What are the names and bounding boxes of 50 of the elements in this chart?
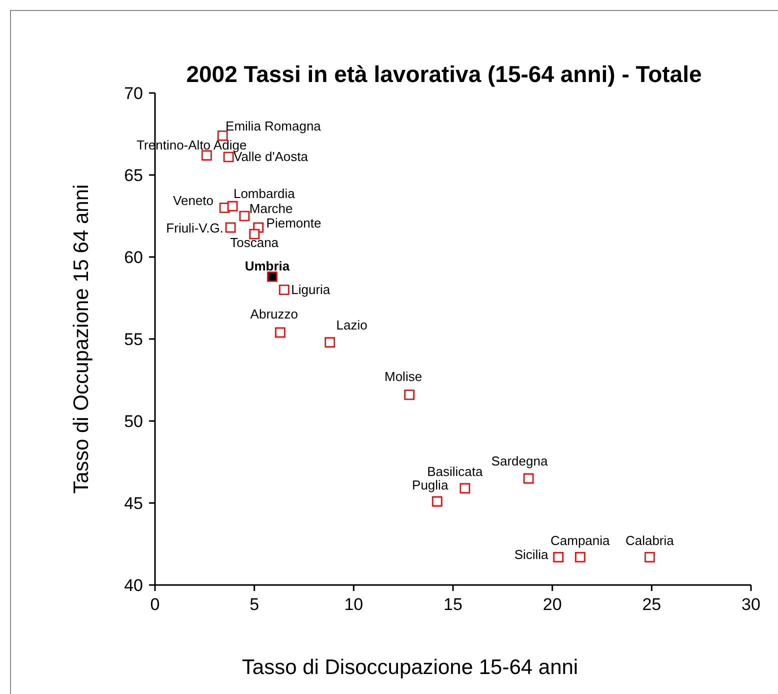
annotation: Puglia — [412, 477, 449, 492]
point — [404, 390, 414, 400]
series-label: Umbria — [244, 258, 290, 274]
point — [267, 272, 278, 282]
y-tick-label: 65 — [124, 166, 143, 185]
annotation: Calabria — [625, 533, 675, 548]
annotation: Emilia Romagna — [226, 118, 322, 134]
y-tick-label: 50 — [124, 412, 143, 431]
annotation: Lazio — [336, 317, 368, 332]
x-tick-label: 10 — [344, 595, 364, 614]
annotation: Veneto — [173, 192, 214, 208]
annotation: Abruzzo — [250, 306, 298, 322]
point — [278, 284, 290, 295]
point — [432, 496, 442, 507]
x-tick-label: 15 — [444, 595, 462, 614]
y-tick-label: 55 — [124, 330, 143, 349]
point — [523, 473, 534, 484]
point — [225, 222, 236, 233]
annotation: Basilicata — [427, 464, 484, 480]
annotation: Friuli-V.G. — [166, 220, 224, 236]
annotation: Lombardia — [233, 186, 296, 202]
annotation: Piemonte — [266, 215, 322, 230]
annotation: Sicilia — [514, 547, 550, 562]
x-tick-label: 5 — [250, 595, 260, 614]
annotation: Molise — [384, 368, 422, 384]
y-tick-label: 70 — [124, 84, 143, 103]
y-tick-label: 60 — [124, 248, 143, 267]
x-axis-title: Tasso di Disoccupazione 15-64 anni — [242, 656, 578, 679]
y-axis-title: Tasso di Occupazione 15 64 anni — [70, 184, 93, 494]
point — [275, 327, 286, 338]
annotation: Sardegna — [491, 453, 548, 468]
annotation: Marche — [249, 201, 293, 216]
x-tick-label: 30 — [742, 595, 760, 614]
point — [239, 210, 250, 222]
point — [574, 552, 586, 562]
point — [227, 201, 238, 212]
annotation: Liguria — [291, 282, 331, 297]
annotation: Campania — [550, 533, 611, 548]
point — [553, 552, 564, 562]
x-tick-label: 0 — [150, 595, 160, 614]
point — [324, 337, 335, 348]
point — [202, 150, 212, 160]
y-tick-label: 40 — [124, 576, 143, 595]
y-tick-label: 45 — [124, 494, 143, 513]
annotation: Toscana — [230, 235, 280, 250]
point — [644, 552, 655, 562]
x-tick-label: 20 — [542, 595, 562, 614]
chart-title: 2002 Tassi in età lavorativa (15-64 anni) - Totale — [186, 61, 702, 87]
x-tick-label: 25 — [642, 595, 662, 614]
point — [460, 483, 470, 494]
